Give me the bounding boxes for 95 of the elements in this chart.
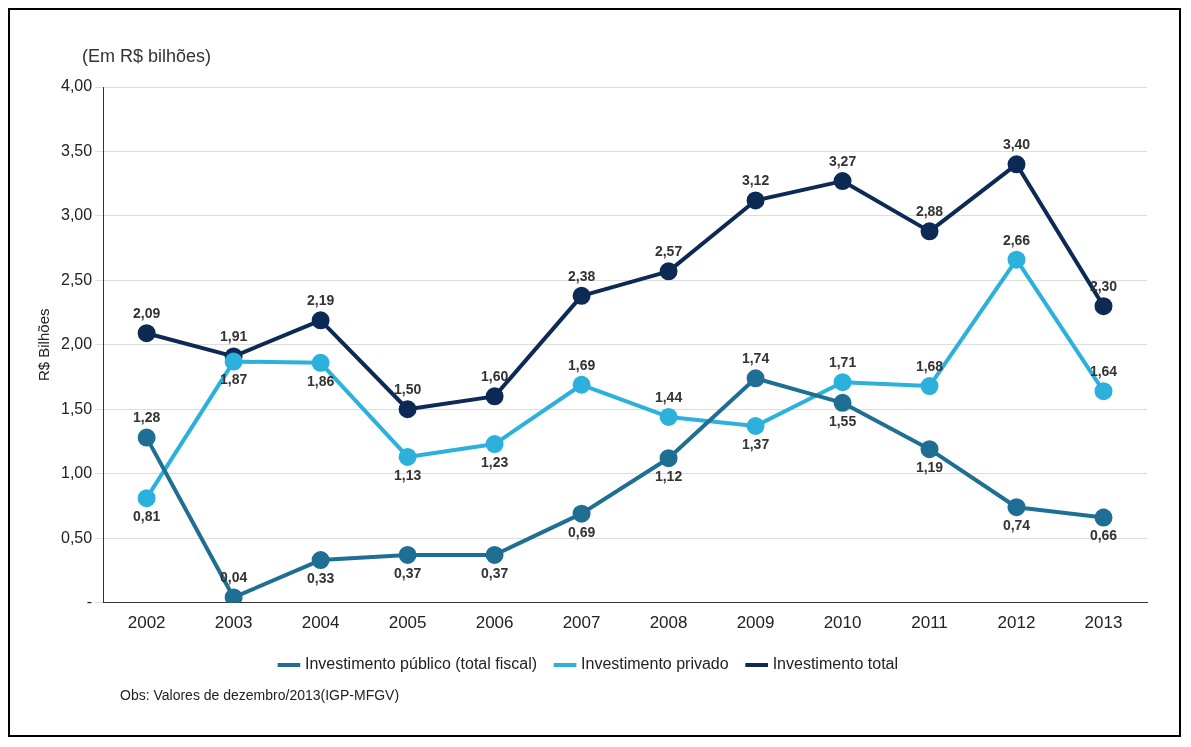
point — [311, 311, 330, 330]
data-label: 1,13 — [393, 466, 422, 483]
x-tick-label: 2003 — [214, 613, 253, 633]
data-label: 1,69 — [567, 356, 596, 373]
data-label: 2,38 — [567, 267, 596, 284]
point — [1094, 297, 1113, 316]
data-label: 3,27 — [828, 152, 857, 169]
point — [833, 172, 852, 191]
point — [1007, 498, 1026, 517]
y-tick-label: 1,50 — [61, 399, 93, 417]
point — [485, 387, 504, 406]
point — [746, 369, 765, 388]
data-label: 3,12 — [741, 172, 770, 189]
point — [572, 375, 591, 394]
x-tick-label: 2002 — [127, 613, 166, 633]
point — [920, 440, 939, 459]
data-label: 2,66 — [1002, 231, 1031, 248]
y-tick-label: - — [86, 593, 93, 611]
point — [137, 489, 156, 508]
y-tick-label: 1,00 — [61, 464, 93, 482]
point — [659, 449, 678, 468]
data-label: 1,64 — [1089, 363, 1118, 380]
data-label: 0,37 — [480, 564, 509, 581]
x-tick-label: 2013 — [1084, 613, 1123, 633]
point — [485, 435, 504, 454]
y-tick-label: 4,00 — [61, 77, 93, 95]
point — [137, 428, 156, 447]
data-label: 1,44 — [654, 388, 683, 405]
point — [311, 353, 330, 372]
data-label: 0,74 — [1002, 517, 1031, 534]
data-label: 2,09 — [133, 305, 161, 322]
point — [137, 324, 156, 343]
data-label: 1,37 — [741, 435, 770, 452]
data-label: 0,33 — [306, 569, 335, 586]
point — [746, 191, 765, 210]
text: (Em R$ bilhões) — [82, 46, 212, 66]
y-tick-label: 3,50 — [61, 141, 93, 159]
data-label: 1,19 — [915, 459, 944, 476]
y-tick-label: 0,50 — [61, 528, 93, 546]
point — [920, 222, 939, 241]
data-label: 1,68 — [915, 357, 944, 374]
data-label: 1,12 — [654, 468, 683, 485]
point — [485, 545, 504, 564]
point — [311, 551, 330, 570]
y-tick-label: 2,50 — [61, 270, 93, 288]
data-label: 1,50 — [393, 381, 422, 398]
data-label: 0,66 — [1089, 527, 1118, 544]
data-label: 0,37 — [393, 564, 422, 581]
data-label: 0,81 — [133, 508, 161, 525]
data-label: 1,55 — [828, 412, 857, 429]
point — [572, 504, 591, 523]
point — [833, 393, 852, 412]
data-label: 0,69 — [567, 523, 596, 540]
data-label: 1,23 — [480, 453, 509, 470]
data-label: 2,88 — [915, 203, 944, 220]
x-tick-label: 2006 — [475, 613, 514, 633]
point — [572, 286, 591, 305]
point — [1007, 250, 1026, 269]
x-tick-label: 2008 — [649, 613, 688, 633]
data-label: 2,19 — [306, 292, 335, 309]
data-label: 1,86 — [306, 372, 335, 389]
point — [398, 545, 417, 564]
data-label: 1,60 — [480, 368, 509, 385]
point — [1094, 382, 1113, 401]
x-tick-label: 2011 — [911, 613, 948, 633]
data-label: 1,28 — [133, 409, 161, 426]
y-tick-label: 3,00 — [61, 206, 93, 224]
y-axis-title: R$ Bilhões — [35, 308, 53, 382]
legend-label: Investimento privado — [581, 655, 729, 673]
text: Obs: Valores de dezembro/2013(IGP-MFGV) — [120, 687, 400, 703]
x-tick-label: 2009 — [736, 613, 775, 633]
x-tick-label: 2010 — [823, 613, 862, 633]
legend-label: Investimento total — [772, 655, 899, 673]
data-label: 3,40 — [1002, 136, 1031, 153]
point — [224, 352, 243, 371]
point — [659, 262, 678, 281]
legend-label: Investimento público (total fiscal) — [304, 655, 538, 673]
point — [224, 588, 243, 603]
data-label: 1,71 — [828, 354, 857, 371]
x-tick-label: 2007 — [562, 613, 601, 633]
point — [746, 417, 765, 436]
x-tick-label: 2004 — [301, 613, 340, 633]
data-label: 2,57 — [654, 243, 683, 260]
point — [1007, 155, 1026, 174]
point — [833, 373, 852, 392]
point — [398, 400, 417, 419]
point — [398, 447, 417, 466]
x-tick-label: 2012 — [997, 613, 1036, 633]
data-label: 1,74 — [741, 350, 770, 367]
point — [920, 377, 939, 396]
point — [1094, 508, 1113, 527]
y-tick-label: 2,00 — [61, 335, 93, 353]
x-tick-label: 2005 — [388, 613, 427, 633]
data-label: 1,91 — [220, 328, 248, 345]
point — [659, 407, 678, 426]
